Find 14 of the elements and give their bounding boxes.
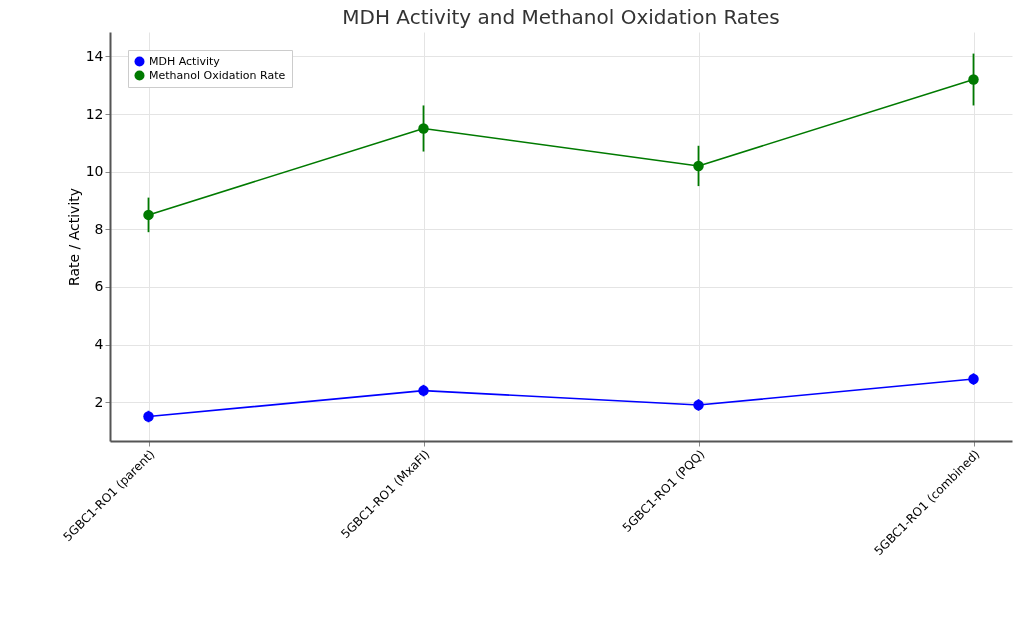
point [418,123,429,134]
point [968,74,979,85]
y-tick-label: 4 [94,336,104,353]
point [143,411,154,422]
y-tick-label: 8 [94,220,104,237]
y-tick-label: 2 [94,393,104,410]
chart-title: MDH Activity and Methanol Oxidation Rates [342,5,780,29]
y-axis-title: Rate / Activity [65,187,82,287]
legend-label: Methanol Oxidation Rate [149,68,286,82]
y-tick-label: 10 [85,163,104,180]
legend-label: MDH Activity [149,54,221,68]
y-tick-label: 12 [85,105,104,122]
y-tick-label: 6 [94,278,104,295]
y-tick-label: 14 [85,47,104,64]
